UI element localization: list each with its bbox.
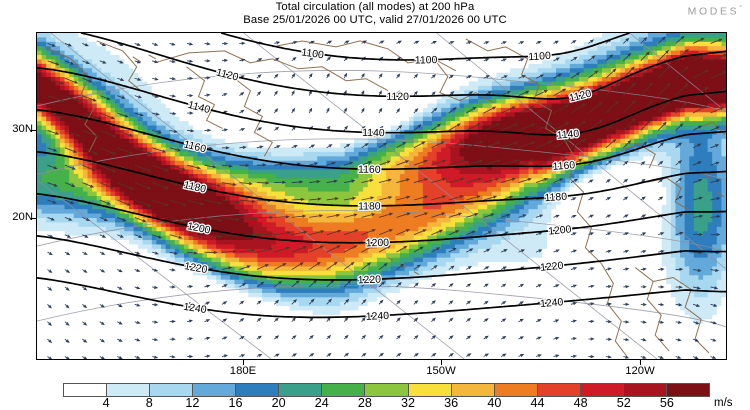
y-axis-label-20N: 20N xyxy=(0,211,33,223)
x-axis-label-120W: 120W xyxy=(605,365,675,377)
colorbar-cell-8 xyxy=(409,384,452,396)
colorbar-cell-13 xyxy=(624,384,667,396)
y-axis-tickmark-30N xyxy=(31,130,36,131)
page-title: Total circulation (all modes) at 200 hPa xyxy=(0,1,750,14)
modes-logo-mark: ° xyxy=(739,5,742,12)
colorbar-cell-1 xyxy=(107,384,150,396)
colorbar-cell-14 xyxy=(667,384,709,396)
x-axis-tickmark-120W xyxy=(640,360,641,365)
colorbar-cell-4 xyxy=(236,384,279,396)
x-axis-tickmark-150W xyxy=(441,360,442,365)
y-axis-tickmark-20N xyxy=(31,218,36,219)
modes-logo-text: MODES xyxy=(688,6,740,18)
chart-title-block: Total circulation (all modes) at 200 hPa… xyxy=(0,1,750,27)
x-axis-label-150W: 150W xyxy=(406,365,476,377)
colorbar xyxy=(63,383,710,397)
modes-logo: MODES° xyxy=(688,5,742,18)
colorbar-cell-5 xyxy=(279,384,322,396)
colorbar-cell-10 xyxy=(495,384,538,396)
colorbar-cell-9 xyxy=(452,384,495,396)
colorbar-cell-2 xyxy=(150,384,193,396)
x-axis-label-180E: 180E xyxy=(208,365,278,377)
colorbar-cell-6 xyxy=(322,384,365,396)
colorbar-cell-7 xyxy=(365,384,408,396)
x-axis-tickmark-180E xyxy=(243,360,244,365)
colorbar-cell-12 xyxy=(581,384,624,396)
y-axis-label-30N: 30N xyxy=(0,123,33,135)
colorbar-cell-3 xyxy=(193,384,236,396)
colorbar-cell-11 xyxy=(538,384,581,396)
colorbar-cell-0 xyxy=(64,384,107,396)
colorbar-unit-label: m/s xyxy=(714,397,733,409)
chart-subtitle: Base 25/01/2026 00 UTC, valid 27/01/2026… xyxy=(0,14,750,27)
